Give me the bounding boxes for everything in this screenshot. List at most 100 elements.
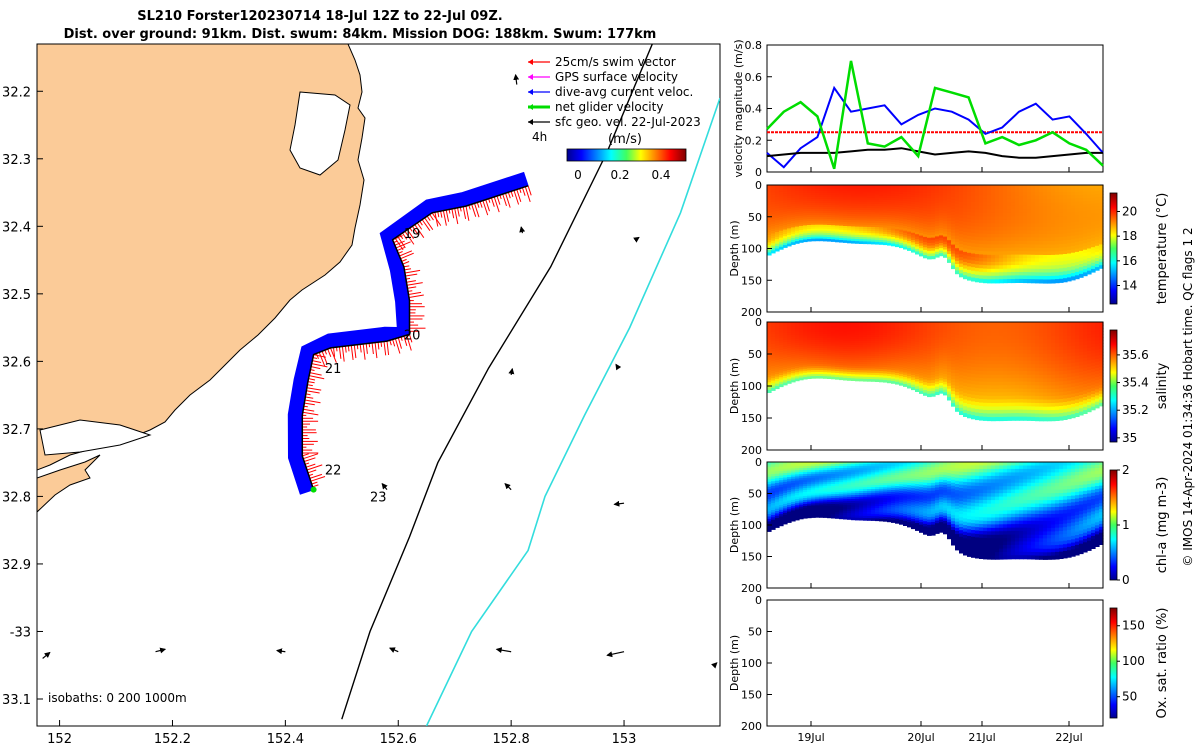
heatmap-cell <box>1011 188 1016 193</box>
heatmap-cell <box>1019 385 1024 390</box>
geo-velocity-arrow <box>155 647 167 654</box>
heatmap-cell <box>1027 339 1032 344</box>
heatmap-cell <box>991 247 996 252</box>
heatmap-cell <box>927 393 932 398</box>
heatmap-cell <box>1007 406 1012 411</box>
heatmap-cell <box>1023 402 1028 407</box>
heatmap-cell <box>1091 362 1096 367</box>
heatmap-cell <box>911 249 916 253</box>
heatmap-cell <box>1011 332 1016 337</box>
heatmap-cell <box>1071 328 1076 333</box>
swim-vector <box>482 200 489 216</box>
heatmap-cell <box>1019 198 1024 203</box>
heatmap-cell <box>975 353 980 358</box>
heatmap-cell <box>1019 409 1024 414</box>
heatmap-cell <box>795 232 800 236</box>
heatmap-cell <box>983 240 988 245</box>
heatmap-cell <box>1055 409 1060 414</box>
heatmap-cell <box>823 200 828 204</box>
heatmap-cell <box>983 268 988 273</box>
swim-vector <box>462 206 467 219</box>
heatmap-cell <box>1059 381 1064 386</box>
heatmap-cell <box>771 233 776 237</box>
heatmap-cell <box>799 207 804 211</box>
heatmap-cell <box>819 238 824 242</box>
heatmap-cell <box>1091 400 1096 404</box>
heatmap-cell <box>1043 220 1048 225</box>
heatmap-cell <box>1063 240 1068 245</box>
heatmap-cell <box>811 206 816 210</box>
heatmap-cell <box>1031 212 1036 217</box>
swim-vector <box>402 232 408 240</box>
heatmap-cell <box>815 202 820 206</box>
heatmap-cell <box>987 199 992 204</box>
heatmap-cell <box>1047 269 1052 274</box>
heatmap-cell <box>787 241 792 245</box>
heatmap-cell <box>999 417 1004 422</box>
heatmap-cell <box>803 193 808 196</box>
heatmap-cell <box>899 245 904 249</box>
heatmap-cell <box>1003 385 1008 390</box>
heatmap-cell <box>783 200 788 204</box>
heatmap-cell <box>783 216 788 219</box>
swim-vector <box>502 193 507 207</box>
heatmap-cell <box>1019 392 1024 397</box>
heatmap-cell <box>1023 325 1028 330</box>
heatmap-cell <box>1067 346 1072 351</box>
heatmap-cell <box>1019 195 1024 200</box>
heatmap-cell <box>811 222 816 226</box>
heatmap-cell <box>771 197 776 201</box>
heatmap-cell <box>1023 388 1028 393</box>
heatmap-cell <box>1003 409 1008 414</box>
swim-vector <box>527 185 532 196</box>
heatmap-cell <box>1055 185 1060 190</box>
heatmap-cell <box>863 241 868 245</box>
heatmap-cell <box>835 217 840 220</box>
heatmap-cell <box>1051 336 1056 341</box>
heatmap-cell <box>987 371 992 376</box>
heatmap-cell <box>827 219 832 222</box>
heatmap-cell <box>1075 188 1080 193</box>
heatmap-cell <box>791 225 796 228</box>
heatmap-cell <box>1055 413 1060 418</box>
heatmap-cell <box>831 221 836 224</box>
heatmap-cell <box>767 224 772 228</box>
heatmap-cell <box>983 357 988 362</box>
heatmap-cell <box>1023 185 1028 190</box>
heatmap-cell <box>1031 202 1036 207</box>
heatmap-cell <box>1003 360 1008 365</box>
lake-south <box>39 419 152 456</box>
y-tick-label: 32.6 <box>2 355 31 370</box>
heatmap-cell <box>1063 381 1068 386</box>
heatmap-cell <box>987 258 992 263</box>
heatmap-cell <box>775 215 780 219</box>
heatmap-cell <box>875 241 880 245</box>
heatmap-cell <box>1031 329 1036 334</box>
heatmap-cell <box>995 279 1000 284</box>
heatmap-cell <box>795 212 800 215</box>
heatmap-cell <box>1015 381 1020 386</box>
heatmap-cell <box>847 187 852 190</box>
heatmap-cell <box>795 228 800 232</box>
heatmap-cell <box>1095 209 1100 213</box>
heatmap-cell <box>1031 406 1036 411</box>
heatmap-cell <box>835 205 840 208</box>
heatmap-cell <box>1011 216 1016 221</box>
heatmap-cell <box>995 261 1000 266</box>
heatmap-cell <box>823 236 828 240</box>
heatmap-cell <box>847 191 852 194</box>
heatmap-cell <box>991 268 996 273</box>
heatmap-cell <box>811 228 816 232</box>
panel-colorbar <box>1109 192 1118 305</box>
heatmap-cell <box>963 261 968 266</box>
heatmap-cell <box>1055 406 1060 411</box>
heatmap-cell <box>1023 188 1028 193</box>
heatmap-cell <box>1043 206 1048 211</box>
heatmap-cell <box>843 240 848 243</box>
heatmap-cell <box>979 399 984 404</box>
heatmap-cell <box>1043 269 1048 274</box>
heatmap-cell <box>1043 213 1048 218</box>
heatmap-cell <box>1035 343 1040 348</box>
heatmap-cell <box>991 192 996 197</box>
heatmap-cell <box>1043 223 1048 228</box>
